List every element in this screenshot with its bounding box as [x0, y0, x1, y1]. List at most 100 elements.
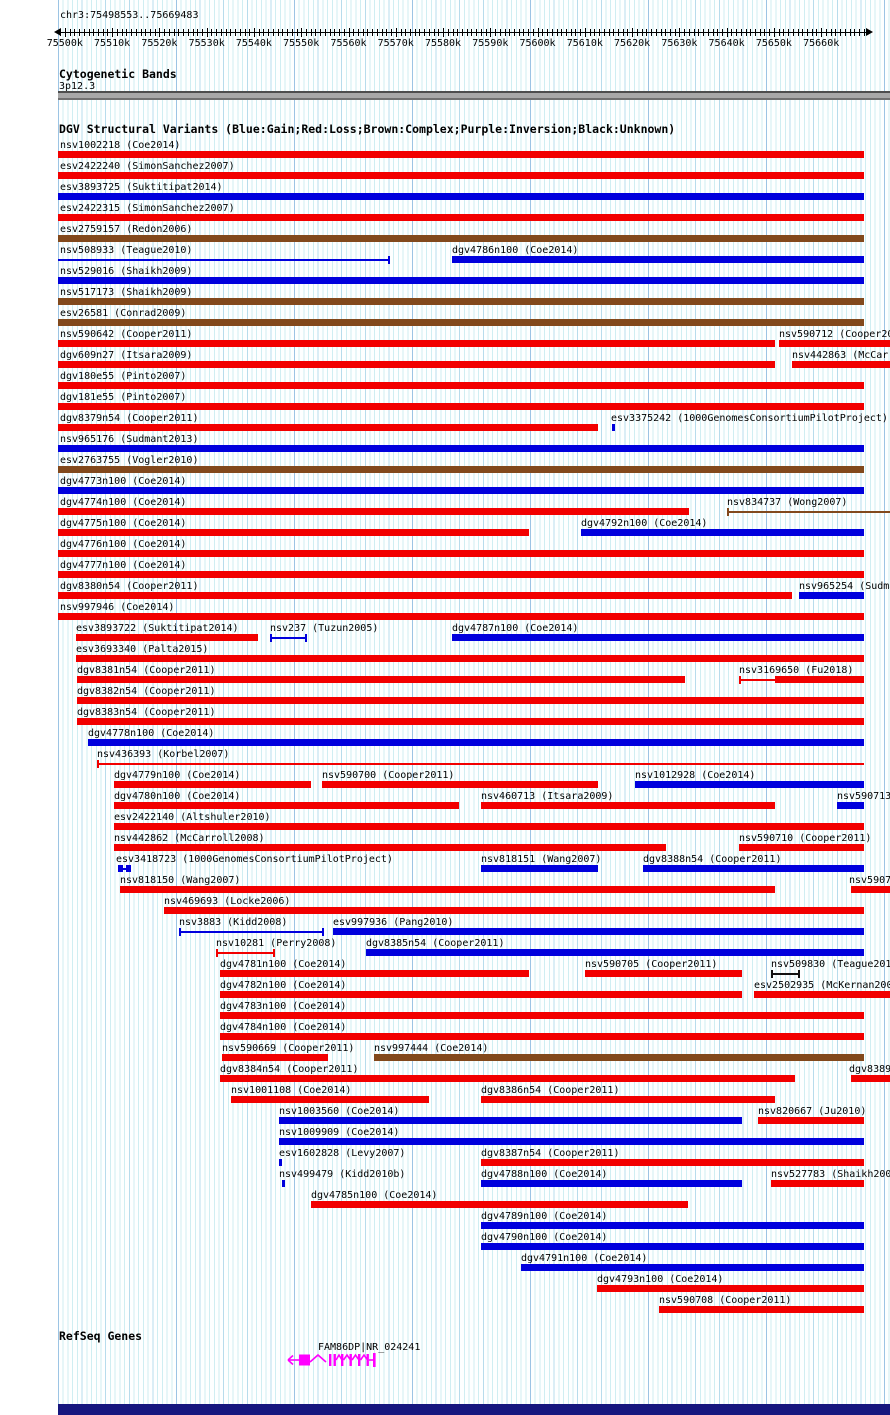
variant-bar[interactable] — [481, 1243, 864, 1250]
variant-label[interactable]: dgv4785n100 (Coe2014) — [311, 1190, 438, 1201]
variant-bar[interactable] — [220, 1075, 795, 1082]
variant-bar[interactable] — [585, 970, 742, 977]
variant-label[interactable]: dgv4784n100 (Coe2014) — [220, 1022, 347, 1033]
variant-label[interactable]: nsv590710 (Cooper2011) — [739, 833, 872, 844]
variant-label[interactable]: nsv1002218 (Coe2014) — [60, 140, 181, 151]
variant-label[interactable]: dgv4790n100 (Coe2014) — [481, 1232, 608, 1243]
variant-label[interactable]: nsv590708 (Cooper2011) — [659, 1295, 792, 1306]
variant-line[interactable] — [771, 973, 800, 975]
variant-bar[interactable] — [220, 991, 742, 998]
variant-bar[interactable] — [775, 676, 864, 683]
variant-bar[interactable] — [77, 676, 685, 683]
variant-bar[interactable] — [481, 1222, 864, 1229]
variant-bar[interactable] — [837, 802, 864, 809]
variant-bar[interactable] — [58, 466, 864, 473]
variant-bar[interactable] — [643, 865, 864, 872]
variant-label[interactable]: dgv4774n100 (Coe2014) — [60, 497, 187, 508]
variant-bar[interactable] — [58, 235, 864, 242]
variant-line[interactable] — [179, 931, 324, 933]
variant-label[interactable]: dgv4777n100 (Coe2014) — [60, 560, 187, 571]
variant-label[interactable]: esv2759157 (Redon2006) — [60, 224, 193, 235]
variant-bar[interactable] — [58, 382, 864, 389]
variant-label[interactable]: dgv4791n100 (Coe2014) — [521, 1253, 648, 1264]
variant-bar[interactable] — [77, 718, 864, 725]
variant-bar[interactable] — [799, 592, 864, 599]
variant-label[interactable]: nsv1012928 (Coe2014) — [635, 770, 756, 781]
variant-bar[interactable] — [58, 508, 689, 515]
variant-label[interactable]: esv997936 (Pang2010) — [333, 917, 454, 928]
variant-label[interactable]: nsv5907 — [849, 875, 890, 886]
variant-label[interactable]: esv3693340 (Palta2015) — [76, 644, 209, 655]
gene-glyph[interactable] — [285, 1352, 390, 1368]
variant-label[interactable]: dgv8385n54 (Cooper2011) — [366, 938, 505, 949]
variant-bar[interactable] — [76, 634, 258, 641]
variant-label[interactable]: dgv4782n100 (Coe2014) — [220, 980, 347, 991]
variant-bar[interactable] — [77, 697, 864, 704]
variant-label[interactable]: nsv834737 (Wong2007) — [727, 497, 848, 508]
variant-label[interactable]: nsv820667 (Ju2010) — [758, 1106, 867, 1117]
variant-line[interactable] — [270, 637, 307, 639]
variant-bar[interactable] — [58, 424, 598, 431]
variant-label[interactable]: esv2763755 (Vogler2010) — [60, 455, 199, 466]
variant-bar[interactable] — [374, 1054, 864, 1061]
variant-bar[interactable] — [279, 1159, 282, 1166]
variant-label[interactable]: dgv8387n54 (Cooper2011) — [481, 1148, 620, 1159]
variant-bar[interactable] — [452, 634, 864, 641]
variant-label[interactable]: nsv1009909 (Coe2014) — [279, 1127, 400, 1138]
variant-bar[interactable] — [758, 1117, 864, 1124]
variant-bar[interactable] — [220, 1033, 864, 1040]
variant-label[interactable]: dgv8381n54 (Cooper2011) — [77, 665, 216, 676]
variant-label[interactable]: nsv1001108 (Coe2014) — [231, 1085, 352, 1096]
variant-label[interactable]: esv2502935 (McKernan2009) — [754, 980, 890, 991]
variant-bar[interactable] — [279, 1117, 742, 1124]
variant-bar[interactable] — [754, 991, 890, 998]
variant-label[interactable]: dgv4792n100 (Coe2014) — [581, 518, 708, 529]
variant-label[interactable]: nsv517173 (Shaikh2009) — [60, 287, 193, 298]
variant-label[interactable]: dgv4776n100 (Coe2014) — [60, 539, 187, 550]
variant-label[interactable]: dgv8379n54 (Cooper2011) — [60, 413, 199, 424]
variant-bar[interactable] — [58, 340, 775, 347]
variant-label[interactable]: nsv965176 (Sudmant2013) — [60, 434, 199, 445]
variant-label[interactable]: dgv4793n100 (Coe2014) — [597, 1274, 724, 1285]
variant-bar[interactable] — [612, 424, 615, 431]
variant-bar[interactable] — [58, 529, 529, 536]
variant-label[interactable]: nsv469693 (Locke2006) — [164, 896, 291, 907]
variant-bar[interactable] — [58, 592, 792, 599]
variant-label[interactable]: nsv3169650 (Fu2018) — [739, 665, 854, 676]
variant-label[interactable]: esv2422240 (SimonSanchez2007) — [60, 161, 235, 172]
variant-label[interactable]: dgv4786n100 (Coe2014) — [452, 245, 579, 256]
variant-label[interactable]: esv2422140 (Altshuler2010) — [114, 812, 271, 823]
variant-bar[interactable] — [231, 1096, 429, 1103]
variant-label[interactable]: nsv442863 (McCarroll2008) — [792, 350, 890, 361]
variant-label[interactable]: nsv590700 (Cooper2011) — [322, 770, 455, 781]
variant-label[interactable]: dgv4789n100 (Coe2014) — [481, 1211, 608, 1222]
variant-label[interactable]: nsv818151 (Wang2007) — [481, 854, 602, 865]
variant-label[interactable]: nsv509830 (Teague2010) — [771, 959, 890, 970]
variant-label[interactable]: nsv10281 (Perry2008) — [216, 938, 337, 949]
variant-label[interactable]: nsv590642 (Cooper2011) — [60, 329, 193, 340]
variant-line[interactable] — [97, 763, 864, 765]
variant-label[interactable]: nsv529016 (Shaikh2009) — [60, 266, 193, 277]
variant-bar[interactable] — [58, 361, 775, 368]
variant-bar[interactable] — [481, 802, 775, 809]
variant-label[interactable]: dgv8384n54 (Cooper2011) — [220, 1064, 359, 1075]
variant-label[interactable]: dgv8380n54 (Cooper2011) — [60, 581, 199, 592]
variant-bar[interactable] — [164, 907, 864, 914]
variant-bar[interactable] — [481, 865, 598, 872]
variant-bar[interactable] — [771, 1180, 864, 1187]
variant-label[interactable]: nsv442862 (McCarroll2008) — [114, 833, 265, 844]
variant-bar[interactable] — [58, 214, 864, 221]
variant-line[interactable] — [727, 511, 890, 513]
variant-label[interactable]: dgv8382n54 (Cooper2011) — [77, 686, 216, 697]
variant-bar[interactable] — [521, 1264, 864, 1271]
variant-label[interactable]: nsv965254 (Sudmant2013) — [799, 581, 890, 592]
variant-label[interactable]: nsv436393 (Korbel2007) — [97, 749, 230, 760]
variant-bar[interactable] — [322, 781, 598, 788]
variant-bar[interactable] — [58, 550, 864, 557]
variant-label[interactable]: esv1602828 (Levy2007) — [279, 1148, 406, 1159]
variant-label[interactable]: nsv590713 (Cooper2011) — [837, 791, 890, 802]
variant-label[interactable]: esv3375242 (1000GenomesConsortiumPilotPr… — [611, 413, 888, 424]
variant-label[interactable]: esv3418723 (1000GenomesConsortiumPilotPr… — [116, 854, 393, 865]
variant-bar[interactable] — [597, 1285, 864, 1292]
variant-label[interactable]: dgv4788n100 (Coe2014) — [481, 1169, 608, 1180]
